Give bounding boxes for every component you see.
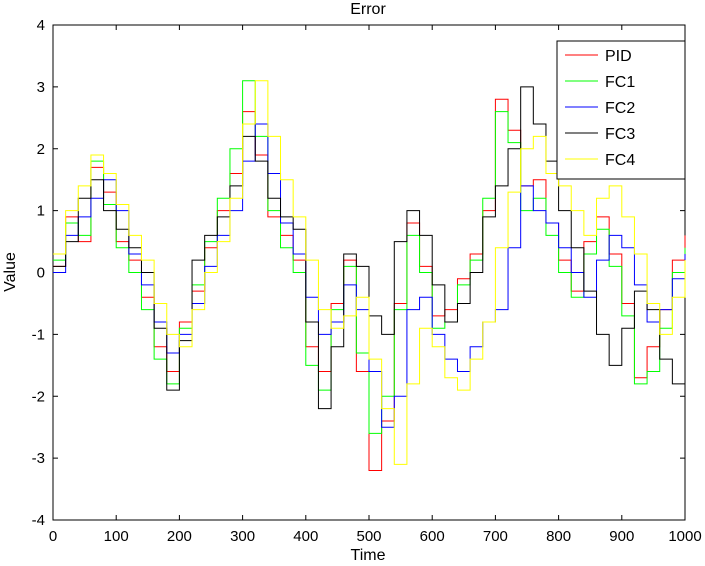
x-tick-label: 100 bbox=[104, 528, 129, 545]
y-tick-label: 0 bbox=[37, 265, 45, 282]
y-axis-label: Value bbox=[2, 252, 19, 292]
series-lines bbox=[53, 80, 686, 471]
legend-box bbox=[556, 40, 686, 180]
legend-label-fc4: FC4 bbox=[605, 152, 635, 169]
x-axis-ticks: 0 100 200 300 400 500 600 700 800 900 1000 bbox=[49, 25, 702, 545]
x-tick-label: 0 bbox=[49, 528, 57, 545]
series-line-fc4 bbox=[53, 80, 686, 465]
chart-title: Error bbox=[350, 1, 386, 18]
y-tick-label: -1 bbox=[32, 326, 45, 343]
y-tick-label: -3 bbox=[32, 450, 45, 467]
x-tick-label: 1000 bbox=[668, 528, 701, 545]
y-tick-label: 1 bbox=[37, 203, 45, 220]
legend-label-pid: PID bbox=[605, 48, 632, 65]
x-tick-label: 300 bbox=[230, 528, 255, 545]
y-tick-label: 4 bbox=[37, 17, 45, 34]
legend-label-fc1: FC1 bbox=[605, 74, 635, 91]
legend-label-fc2: FC2 bbox=[605, 100, 635, 117]
x-tick-label: 500 bbox=[356, 528, 381, 545]
x-tick-label: 200 bbox=[167, 528, 192, 545]
y-tick-label: 2 bbox=[37, 141, 45, 158]
x-axis-label: Time bbox=[351, 547, 386, 564]
legend: PID FC1 FC2 FC3 FC4 bbox=[556, 40, 686, 180]
y-tick-label: -4 bbox=[32, 512, 45, 529]
legend-label-fc3: FC3 bbox=[605, 126, 635, 143]
y-axis-ticks: -4 -3 -2 -1 0 1 2 3 4 bbox=[32, 17, 685, 529]
y-tick-label: 3 bbox=[37, 79, 45, 96]
y-tick-label: -2 bbox=[32, 388, 45, 405]
x-tick-label: 900 bbox=[609, 528, 634, 545]
x-tick-label: 800 bbox=[546, 528, 571, 545]
x-tick-label: 700 bbox=[483, 528, 508, 545]
x-tick-label: 400 bbox=[293, 528, 318, 545]
x-tick-label: 600 bbox=[420, 528, 445, 545]
